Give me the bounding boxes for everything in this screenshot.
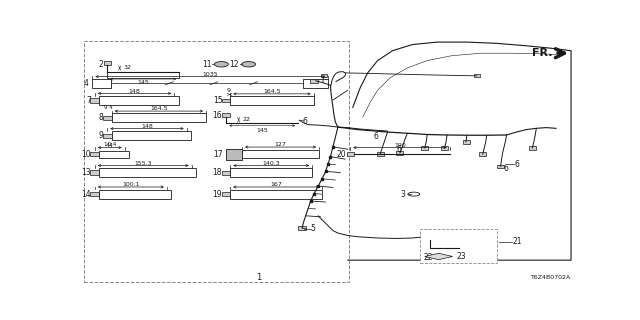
- Ellipse shape: [242, 61, 255, 67]
- Text: 9: 9: [99, 131, 103, 140]
- Bar: [426, 239, 433, 242]
- Bar: [347, 153, 354, 156]
- Text: 17: 17: [212, 150, 222, 159]
- Text: 127: 127: [275, 142, 287, 148]
- Text: 6: 6: [302, 117, 307, 126]
- Bar: [230, 168, 312, 177]
- Text: 167: 167: [270, 182, 282, 187]
- Text: 6: 6: [397, 145, 401, 154]
- Bar: [298, 226, 306, 230]
- Text: 6: 6: [504, 164, 508, 173]
- Text: 3: 3: [400, 190, 405, 199]
- Bar: [84, 41, 349, 282]
- Bar: [99, 151, 129, 158]
- Text: 148: 148: [141, 124, 153, 129]
- Text: 1035: 1035: [202, 72, 218, 77]
- Bar: [92, 79, 111, 88]
- Bar: [227, 149, 242, 160]
- Text: 18: 18: [212, 168, 221, 177]
- Bar: [321, 74, 327, 77]
- Bar: [425, 240, 452, 245]
- Text: 10 4: 10 4: [104, 142, 116, 147]
- Bar: [310, 79, 318, 83]
- Text: 140.3: 140.3: [262, 161, 280, 166]
- Bar: [222, 171, 230, 175]
- Text: 32: 32: [124, 66, 132, 70]
- Text: 6: 6: [374, 132, 379, 141]
- Text: 7: 7: [86, 96, 91, 105]
- Bar: [222, 192, 230, 196]
- Text: 2: 2: [99, 60, 103, 69]
- Bar: [90, 171, 99, 175]
- Text: 22: 22: [243, 117, 251, 122]
- Text: 21: 21: [512, 237, 522, 246]
- Bar: [99, 168, 196, 177]
- Bar: [479, 153, 486, 156]
- Text: 5: 5: [310, 224, 316, 233]
- Bar: [104, 61, 111, 65]
- Bar: [230, 96, 314, 105]
- Bar: [103, 133, 112, 138]
- Bar: [230, 190, 322, 198]
- Text: 164.5: 164.5: [263, 89, 281, 94]
- Bar: [112, 113, 206, 122]
- Ellipse shape: [214, 61, 228, 67]
- Text: 100.1: 100.1: [122, 182, 140, 187]
- Bar: [421, 146, 428, 150]
- Polygon shape: [425, 253, 452, 260]
- Text: 19: 19: [212, 190, 221, 199]
- Text: 22: 22: [424, 253, 433, 262]
- Bar: [420, 229, 497, 263]
- Text: 145: 145: [138, 80, 149, 85]
- Text: 9: 9: [227, 88, 230, 93]
- Bar: [242, 150, 319, 158]
- Text: 20: 20: [337, 150, 346, 159]
- Bar: [108, 72, 179, 78]
- Text: 14: 14: [81, 190, 91, 199]
- Text: 16: 16: [212, 111, 221, 120]
- Bar: [99, 190, 172, 198]
- Bar: [376, 153, 383, 156]
- Bar: [497, 165, 504, 168]
- Bar: [112, 131, 191, 140]
- Bar: [90, 152, 99, 156]
- Bar: [474, 74, 480, 77]
- Text: 4: 4: [84, 79, 88, 88]
- Text: 164.5: 164.5: [150, 106, 168, 111]
- Text: FR.: FR.: [532, 48, 552, 58]
- Bar: [396, 151, 403, 155]
- Text: 15: 15: [212, 96, 222, 105]
- Text: 44: 44: [106, 143, 114, 148]
- Bar: [529, 146, 536, 150]
- Bar: [103, 116, 112, 120]
- Bar: [222, 99, 230, 102]
- Text: 11: 11: [202, 60, 211, 69]
- Text: 1: 1: [256, 273, 261, 282]
- Text: 148: 148: [129, 89, 140, 94]
- Text: 13: 13: [81, 168, 91, 177]
- Text: 6: 6: [515, 160, 520, 169]
- Bar: [90, 192, 99, 196]
- Text: 23: 23: [456, 252, 466, 260]
- Bar: [303, 79, 328, 88]
- Text: 155.3: 155.3: [134, 161, 152, 166]
- Bar: [222, 113, 230, 117]
- Text: T6Z4B0702A: T6Z4B0702A: [531, 275, 571, 280]
- Text: 10: 10: [81, 150, 91, 159]
- Bar: [463, 246, 470, 250]
- Bar: [441, 146, 448, 150]
- Text: 8: 8: [99, 113, 103, 122]
- Text: 9 4: 9 4: [104, 105, 113, 110]
- Text: 12: 12: [229, 60, 239, 69]
- Bar: [99, 96, 179, 105]
- Text: 145: 145: [257, 128, 268, 132]
- Text: 190: 190: [394, 143, 406, 148]
- Bar: [463, 140, 470, 144]
- Bar: [90, 98, 99, 103]
